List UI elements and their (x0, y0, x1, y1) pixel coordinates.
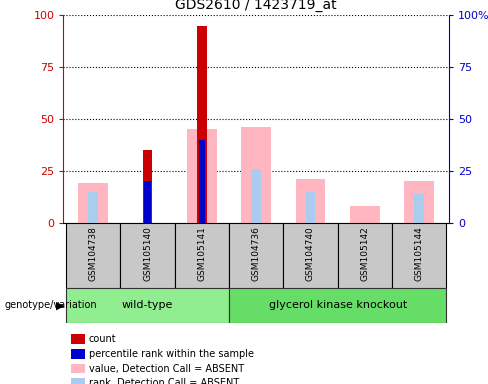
Bar (404, 181, 434, 223)
Bar (199, 140, 205, 223)
Text: rank, Detection Call = ABSENT: rank, Detection Call = ABSENT (89, 378, 239, 384)
Text: ▶: ▶ (56, 300, 64, 310)
Text: value, Detection Call = ABSENT: value, Detection Call = ABSENT (89, 364, 244, 374)
Bar (88, 192, 98, 223)
Bar (66, 223, 121, 288)
Bar (284, 223, 338, 288)
Bar (175, 223, 229, 288)
Text: glycerol kinase knockout: glycerol kinase knockout (268, 300, 407, 310)
Bar (241, 127, 271, 223)
Text: genotype/variation: genotype/variation (5, 300, 98, 310)
Bar (144, 181, 151, 223)
Text: percentile rank within the sample: percentile rank within the sample (89, 349, 254, 359)
Text: GSM105141: GSM105141 (198, 226, 206, 281)
Text: count: count (89, 334, 117, 344)
Bar (121, 223, 175, 288)
Text: GSM105142: GSM105142 (360, 226, 369, 281)
Bar (142, 150, 152, 223)
Bar (350, 206, 380, 223)
Bar (229, 288, 446, 323)
Bar (414, 194, 424, 223)
Bar (79, 183, 108, 223)
Bar (296, 179, 325, 223)
Bar (229, 223, 284, 288)
Text: GSM104738: GSM104738 (89, 226, 98, 281)
Bar (197, 26, 207, 223)
Text: wild-type: wild-type (122, 300, 173, 310)
Text: GSM104736: GSM104736 (252, 226, 261, 281)
Bar (251, 169, 261, 223)
Bar (305, 192, 315, 223)
Bar (187, 129, 217, 223)
Bar (66, 288, 229, 323)
Text: GSM105144: GSM105144 (415, 226, 424, 281)
Bar (338, 223, 392, 288)
Text: GSM104740: GSM104740 (306, 226, 315, 281)
Text: GSM105140: GSM105140 (143, 226, 152, 281)
Bar (392, 223, 446, 288)
Title: GDS2610 / 1423719_at: GDS2610 / 1423719_at (175, 0, 337, 12)
